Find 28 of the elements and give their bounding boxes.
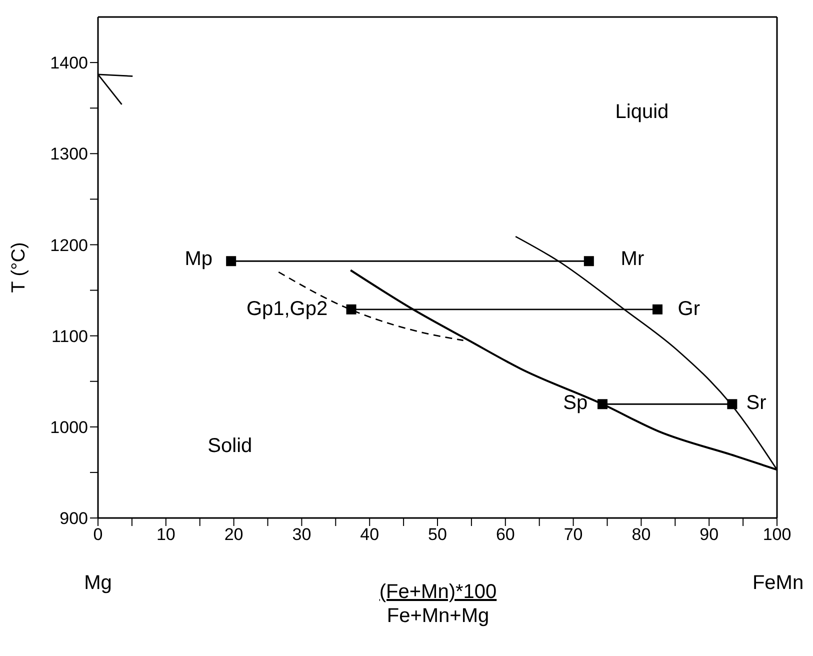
text: FeMn <box>752 572 804 594</box>
y-tick-label: 1400 <box>50 54 88 73</box>
x-tick-label: 60 <box>496 525 515 544</box>
x-tick-label: 20 <box>224 525 244 544</box>
annotation: Gr <box>678 298 700 320</box>
y-tick-label: 1000 <box>50 418 88 437</box>
y-tick-label: 1300 <box>50 144 88 164</box>
x-tick-label: 0 <box>93 525 103 544</box>
x-tick-label: 90 <box>700 525 719 544</box>
annotation: Mp <box>184 248 213 270</box>
annotation: Sp <box>563 392 588 414</box>
x-tick-label: 70 <box>564 525 583 544</box>
y-tick-label: 900 <box>60 509 88 528</box>
annotation: Mr <box>620 248 644 270</box>
x-tick-label: 100 <box>762 525 792 544</box>
annotation: Sr <box>746 392 766 414</box>
x-tick-label: 80 <box>632 525 651 544</box>
y-tick-label: 1100 <box>51 326 88 346</box>
x-tick-label: 40 <box>360 525 380 544</box>
text: Mg <box>84 572 112 594</box>
annotation: Solid <box>208 435 252 458</box>
annotation: Gp1,Gp2 <box>246 298 328 320</box>
annotation: Liquid <box>615 101 669 124</box>
y-tick-label: 1200 <box>50 236 88 255</box>
y-axis-title: T (°C) <box>8 242 30 293</box>
x-tick-label: 30 <box>292 525 312 544</box>
x-tick-label: 50 <box>428 525 447 544</box>
x-tick-label: 10 <box>156 525 176 544</box>
